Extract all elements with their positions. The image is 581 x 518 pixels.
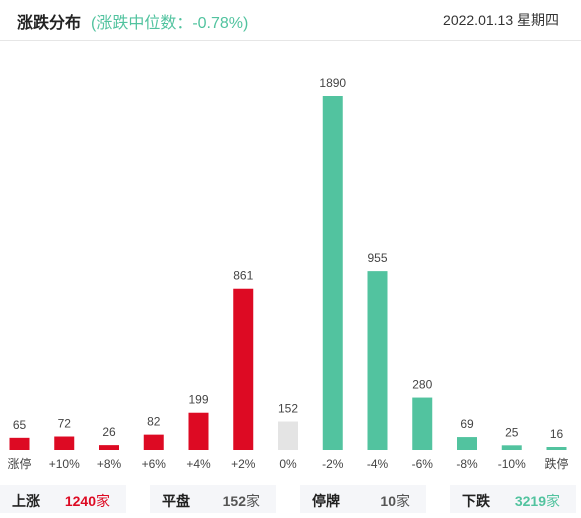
stat-up-value: 1240家 bbox=[64, 493, 110, 509]
bar-1 bbox=[54, 436, 75, 450]
stat-down-value: 3219家 bbox=[514, 493, 560, 509]
bar-8 bbox=[367, 271, 388, 450]
stat-halt-label: 停牌 bbox=[312, 493, 340, 509]
stat-up-label: 上涨 bbox=[12, 493, 40, 509]
category-label-11: -10% bbox=[498, 457, 526, 471]
stat-flat: 平盘 152家 bbox=[150, 485, 276, 513]
bar-7 bbox=[322, 96, 343, 450]
bar-6 bbox=[278, 421, 298, 450]
category-label-5: +2% bbox=[231, 457, 256, 471]
bar-value-label-5: 861 bbox=[233, 269, 253, 283]
stat-down: 下跌 3219家 bbox=[450, 485, 576, 513]
bar-value-label-6: 152 bbox=[278, 402, 298, 416]
bar-value-label-12: 16 bbox=[550, 427, 564, 441]
trade-date: 2022.01.13 星期四 bbox=[443, 12, 559, 28]
category-label-3: +6% bbox=[142, 457, 167, 471]
bar-value-label-0: 65 bbox=[13, 418, 27, 432]
median-change: (涨跌中位数：-0.78%) bbox=[91, 15, 249, 32]
stat-halt-value: 10家 bbox=[380, 493, 410, 509]
bar-3 bbox=[143, 434, 164, 450]
bar-value-label-2: 26 bbox=[102, 425, 116, 439]
summary-bar: 上涨 1240家 平盘 152家 停牌 10家 下跌 3219家 bbox=[0, 485, 581, 513]
chart-header: 涨跌分布 (涨跌中位数：-0.78%) 2022.01.13 星期四 bbox=[0, 0, 581, 41]
bar-4 bbox=[188, 412, 209, 450]
category-label-7: -2% bbox=[322, 457, 344, 471]
category-label-0: 涨停 bbox=[7, 456, 31, 471]
bar-9 bbox=[412, 397, 433, 450]
bar-value-label-4: 199 bbox=[188, 393, 208, 407]
bar-0 bbox=[9, 437, 30, 450]
category-label-4: +4% bbox=[186, 457, 211, 471]
bar-12 bbox=[546, 447, 567, 450]
category-label-10: -8% bbox=[456, 457, 478, 471]
bar-5 bbox=[233, 288, 254, 450]
bar-value-label-9: 280 bbox=[412, 378, 432, 392]
bar-value-label-1: 72 bbox=[58, 417, 72, 431]
bar-value-label-11: 25 bbox=[505, 425, 519, 439]
stat-halt: 停牌 10家 bbox=[300, 485, 426, 513]
category-label-6: 0% bbox=[279, 457, 297, 471]
category-label-12: 跌停 bbox=[544, 456, 568, 471]
distribution-bar-chart: 65 涨停 72 +10% 26 +8% 82 +6% 199 +4% 861 +2% 152 0% 189… bbox=[7, 76, 568, 471]
category-label-1: +10% bbox=[49, 457, 80, 471]
category-label-8: -4% bbox=[367, 457, 389, 471]
bar-10 bbox=[457, 437, 477, 450]
chart-title: 涨跌分布 bbox=[17, 15, 82, 32]
category-label-9: -6% bbox=[412, 457, 434, 471]
bar-value-label-7: 1890 bbox=[319, 76, 346, 90]
stat-up: 上涨 1240家 bbox=[0, 485, 126, 513]
bar-value-label-10: 69 bbox=[460, 417, 474, 431]
bar-2 bbox=[99, 445, 119, 450]
stat-down-label: 下跌 bbox=[462, 493, 490, 509]
bar-value-label-8: 955 bbox=[367, 251, 387, 265]
stat-flat-label: 平盘 bbox=[162, 493, 190, 509]
category-label-2: +8% bbox=[97, 457, 122, 471]
bar-11 bbox=[501, 445, 522, 450]
stat-flat-value: 152家 bbox=[222, 493, 260, 509]
bar-value-label-3: 82 bbox=[147, 415, 161, 429]
